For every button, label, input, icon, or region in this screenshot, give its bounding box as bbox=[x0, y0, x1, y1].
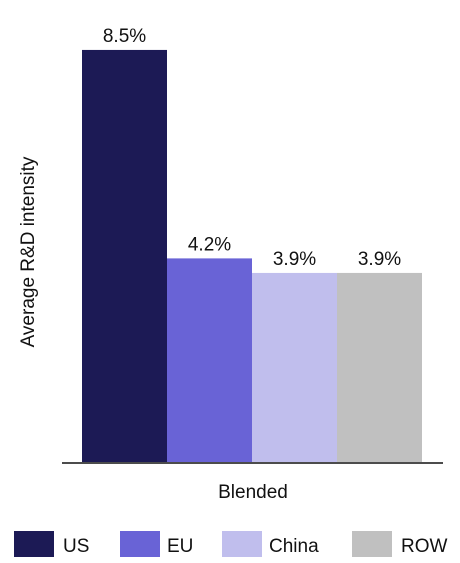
legend-item-china: China bbox=[222, 531, 319, 557]
bar-eu bbox=[167, 258, 252, 462]
legend-item-eu: EU bbox=[120, 531, 193, 557]
data-label-eu: 4.2% bbox=[188, 234, 231, 255]
legend-label-row: ROW bbox=[401, 536, 448, 557]
bar-row bbox=[337, 272, 422, 462]
y-axis-label: Average R&D intensity bbox=[18, 156, 39, 347]
data-label-china: 3.9% bbox=[273, 249, 316, 270]
legend-swatch-row bbox=[352, 531, 392, 557]
legend-item-us: US bbox=[14, 531, 89, 557]
legend-swatch-us bbox=[14, 531, 54, 557]
legend-swatch-eu bbox=[120, 531, 160, 557]
legend-label-eu: EU bbox=[167, 536, 193, 557]
legend-label-china: China bbox=[269, 536, 319, 557]
x-axis-label: Blended bbox=[218, 482, 288, 503]
bar-china bbox=[252, 272, 337, 462]
legend-item-row: ROW bbox=[352, 531, 448, 557]
data-label-us: 8.5% bbox=[103, 26, 146, 47]
bars bbox=[82, 49, 422, 462]
bar-us bbox=[82, 49, 167, 462]
legend-label-us: US bbox=[63, 536, 89, 557]
legend-swatch-china bbox=[222, 531, 262, 557]
data-labels: 8.5% 4.2% 3.9% 3.9% bbox=[103, 26, 401, 270]
legend: US EU China ROW bbox=[14, 531, 448, 557]
data-label-row: 3.9% bbox=[358, 249, 401, 270]
